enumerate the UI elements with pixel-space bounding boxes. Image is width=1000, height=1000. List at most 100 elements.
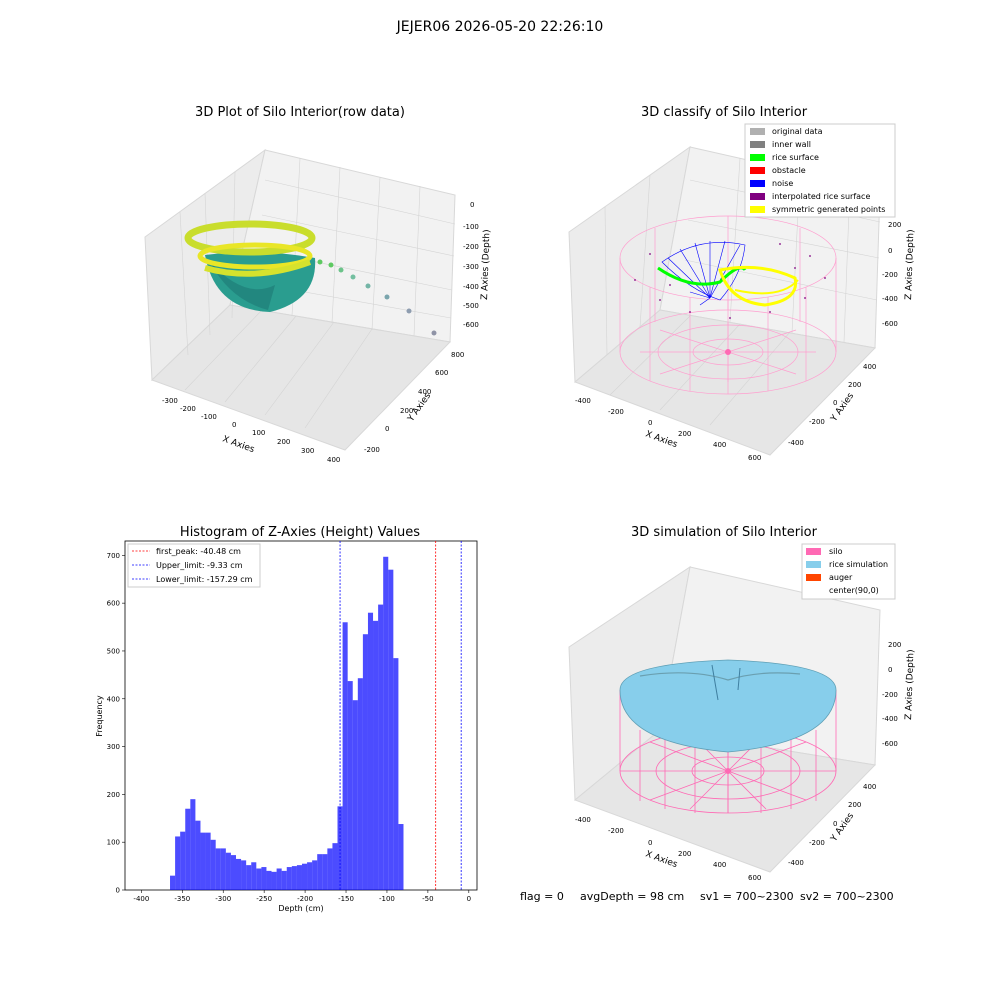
- raw-x-tick: -100: [201, 413, 217, 421]
- legend-upper-limit-label: Upper_limit: -9.33 cm: [156, 561, 243, 570]
- histogram-bar: [281, 870, 287, 890]
- classify-legend-swatch: [750, 193, 765, 200]
- histogram-y-tick-label: 500: [107, 647, 120, 655]
- histogram-bar: [195, 820, 201, 890]
- histogram-x-tick-label: -200: [297, 895, 313, 903]
- avg-depth-text: avgDepth = 98 cm: [580, 890, 684, 903]
- histogram-bar: [225, 852, 231, 890]
- histogram-x-tick-label: -150: [338, 895, 354, 903]
- simulation-z-tick: 0: [888, 666, 892, 674]
- histogram-bar: [175, 836, 181, 890]
- histogram-x-tick-label: 0: [467, 895, 471, 903]
- raw-x-tick: 200: [277, 438, 290, 446]
- simulation-z-ticks: 200 0 -200 -400 -600: [882, 641, 901, 748]
- simulation-x-tick: 0: [648, 839, 652, 847]
- classify-z-tick: -200: [882, 271, 898, 279]
- raw-bowl-shadow: [210, 262, 275, 310]
- histogram-bar: [378, 604, 384, 890]
- panel-raw-3d: 3D Plot of Silo Interior(row data): [144, 105, 492, 464]
- raw-surface: [184, 220, 437, 336]
- simulation-auger-center: [725, 768, 731, 774]
- simulation-z-tick: 200: [888, 641, 901, 649]
- histogram-x-tick-label: -50: [422, 895, 433, 903]
- histogram-bar: [393, 658, 399, 890]
- raw-top-ring: [184, 220, 316, 256]
- classify-symmetric-points-2: [734, 279, 799, 295]
- figure-title: JEJER06 2026-05-20 22:26:10: [396, 19, 604, 35]
- raw-y-tick: 800: [451, 351, 464, 359]
- simulation-y-ticks: -400 -200 0 200 400: [788, 783, 876, 867]
- raw-z-tick: 0: [470, 201, 474, 209]
- histogram-bar: [352, 700, 358, 890]
- raw-z-tick: -600: [463, 321, 479, 329]
- classify-interpolated-dots: [634, 243, 826, 319]
- raw-x-tick: 0: [232, 421, 236, 429]
- classify-legend-label: symmetric generated points: [772, 205, 885, 214]
- classify-z-tick: 0: [888, 247, 892, 255]
- histogram-legend: first_peak: -40.48 cm Upper_limit: -9.33…: [127, 543, 261, 588]
- histogram-bar: [373, 620, 379, 890]
- classify-legend-swatch: [750, 167, 765, 174]
- histogram-x-tick-label: -100: [379, 895, 395, 903]
- raw-rim-band: [204, 259, 312, 277]
- classify-points: [634, 240, 826, 319]
- panel-histogram: Histogram of Z-Axies (Height) Values -40…: [95, 525, 478, 913]
- simulation-legend: silo rice simulation auger center(90,0): [801, 543, 896, 600]
- classify-x-ticks: -400 -200 0 200 400 600: [575, 397, 761, 462]
- raw-scatter-point: [431, 330, 437, 336]
- histogram-y-tick-label: 100: [107, 839, 120, 847]
- simulation-legend-label: auger: [829, 573, 853, 582]
- simulation-y-tick: -400: [788, 859, 804, 867]
- classify-noise-cone: [661, 242, 746, 301]
- histogram-bar: [317, 854, 323, 890]
- histogram-bar: [276, 868, 282, 890]
- simulation-plot-title: 3D simulation of Silo Interior: [631, 525, 818, 540]
- simulation-legend-swatch: [806, 574, 821, 581]
- histogram-bar: [236, 858, 242, 890]
- histogram-bar: [342, 622, 348, 890]
- raw-z-tick: -100: [463, 223, 479, 231]
- histogram-bar: [266, 870, 272, 890]
- sv2-text: sv2 = 700~2300: [800, 890, 894, 903]
- simulation-legend-swatch: [806, 561, 821, 568]
- histogram-x-tick-label: -300: [215, 895, 231, 903]
- histogram-bar: [251, 862, 257, 890]
- simulation-x-tick: 400: [713, 861, 726, 869]
- raw-z-ticks: 0 -100 -200 -300 -400 -500 -600: [463, 201, 479, 329]
- panel-simulation-3d: 3D simulation of Silo Interior silo rice: [568, 525, 916, 882]
- raw-scatter-point: [317, 259, 323, 265]
- legend-lower-limit-label: Lower_limit: -157.29 cm: [156, 575, 253, 584]
- simulation-y-tick: 0: [833, 820, 837, 828]
- histogram-bar: [327, 848, 333, 890]
- histogram-bar: [246, 865, 252, 890]
- classify-z-label: Z Axies (Depth): [904, 229, 916, 300]
- classify-y-tick: -200: [809, 418, 825, 426]
- classify-x-tick: -200: [608, 408, 624, 416]
- histogram-bar: [210, 839, 216, 890]
- simulation-x-tick: -400: [575, 816, 591, 824]
- histogram-bar: [367, 612, 374, 890]
- raw-x-label: X Axies: [221, 434, 256, 455]
- simulation-pane-floor: [574, 729, 877, 873]
- simulation-x-tick: 200: [678, 850, 691, 858]
- histogram-y-tick-label: 700: [107, 552, 120, 560]
- raw-plot-title: 3D Plot of Silo Interior(row data): [195, 105, 405, 120]
- classify-legend-swatch: [750, 128, 765, 135]
- histogram-bar: [307, 862, 313, 890]
- classify-y-ticks: -400 -200 0 200 400: [788, 363, 876, 447]
- histogram-bar: [220, 848, 226, 890]
- histogram-bar: [271, 871, 277, 890]
- simulation-legend-label: center(90,0): [829, 586, 879, 595]
- histogram-y-tick-label: 0: [116, 887, 120, 895]
- classify-y-tick: -400: [788, 439, 804, 447]
- status-footer: flag = 0 avgDepth = 98 cm sv1 = 700~2300…: [520, 890, 894, 903]
- raw-y-tick: 600: [435, 369, 448, 377]
- histogram-bar: [337, 806, 343, 890]
- raw-z-tick: -300: [463, 263, 479, 271]
- histogram-bar: [180, 831, 186, 890]
- panel-classify-3d: 3D classify of Silo Interior: [568, 105, 916, 462]
- histogram-bar: [398, 824, 404, 890]
- classify-auger-center: [725, 349, 731, 355]
- raw-x-ticks: -300 -200 -100 0 100 200 300 400: [162, 397, 340, 464]
- raw-z-label: Z Axies (Depth): [480, 229, 492, 300]
